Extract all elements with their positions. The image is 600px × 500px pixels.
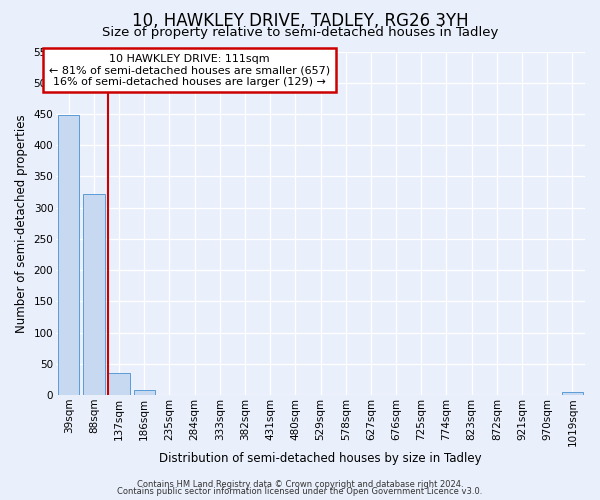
- Bar: [58, 114, 79, 395]
- Text: 10 HAWKLEY DRIVE: 111sqm
← 81% of semi-detached houses are smaller (657)
16% of : 10 HAWKLEY DRIVE: 111sqm ← 81% of semi-d…: [49, 54, 330, 87]
- Text: Size of property relative to semi-detached houses in Tadley: Size of property relative to semi-detach…: [102, 26, 498, 39]
- Text: Contains HM Land Registry data © Crown copyright and database right 2024.: Contains HM Land Registry data © Crown c…: [137, 480, 463, 489]
- Bar: [562, 392, 583, 395]
- Bar: [109, 372, 130, 395]
- Bar: [134, 390, 155, 395]
- X-axis label: Distribution of semi-detached houses by size in Tadley: Distribution of semi-detached houses by …: [159, 452, 482, 465]
- Text: 10, HAWKLEY DRIVE, TADLEY, RG26 3YH: 10, HAWKLEY DRIVE, TADLEY, RG26 3YH: [131, 12, 469, 30]
- Text: Contains public sector information licensed under the Open Government Licence v3: Contains public sector information licen…: [118, 487, 482, 496]
- Y-axis label: Number of semi-detached properties: Number of semi-detached properties: [15, 114, 28, 332]
- Bar: [83, 194, 104, 395]
